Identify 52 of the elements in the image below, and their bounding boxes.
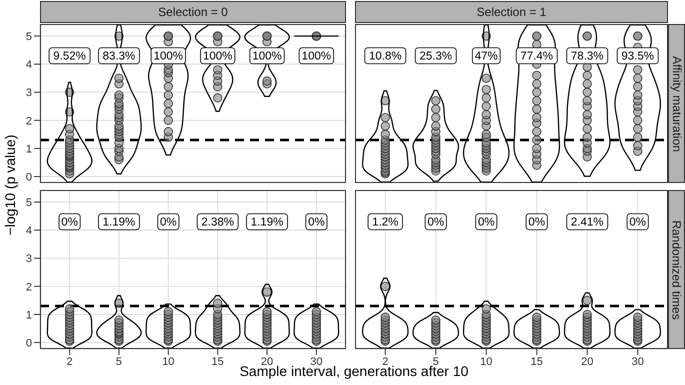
annotation: 47% [474, 50, 498, 63]
annotation: 100% [302, 50, 332, 63]
x-tick-label: 15 [212, 356, 224, 368]
y-tick-label: 4 [26, 59, 32, 72]
x-tick-label: 15 [530, 356, 543, 368]
annotation: 78.3% [570, 50, 604, 63]
annotation: 1.2% [372, 216, 398, 229]
annotation: 1.19% [102, 216, 136, 229]
annotation: 83.3% [102, 50, 136, 63]
x-tick-label: 30 [310, 356, 323, 368]
x-tick-label: 30 [632, 356, 644, 368]
annotation: 0% [629, 216, 646, 229]
y-axis-title: −log10 (p value) [2, 134, 18, 238]
annotation: 100% [252, 50, 282, 63]
chart-title: Selection = 1 [476, 5, 546, 19]
annotation: 9.52% [53, 50, 86, 63]
x-tick-label: 2 [66, 356, 73, 368]
y-tick-label: 0 [26, 337, 32, 350]
annotation: 1.19% [250, 216, 284, 229]
y-tick-label: 3 [26, 253, 32, 266]
annotation: 0% [160, 216, 177, 229]
annotation: 2.41% [570, 216, 604, 229]
x-tick-label: 10 [162, 356, 174, 368]
x-tick-label: 5 [116, 356, 122, 368]
annotation: 0% [308, 216, 325, 229]
annotation: 10.8% [368, 50, 402, 63]
y-tick-label: 4 [26, 225, 32, 238]
annotation: 0% [528, 216, 546, 229]
y-tick-label: 3 [26, 87, 32, 100]
annotation: 0% [478, 216, 495, 229]
x-tick-label: 20 [581, 356, 594, 368]
y-tick-label: 2 [26, 281, 32, 294]
annotation: 0% [427, 216, 444, 229]
x-tick-label: 20 [260, 356, 274, 368]
x-tick-label: 2 [382, 356, 388, 368]
y-tick-label: 0 [26, 171, 32, 184]
x-tick-label: 10 [480, 356, 492, 368]
annotation: 2.38% [201, 216, 234, 229]
annotation: 100% [154, 50, 184, 63]
y-tick-label: 5 [26, 196, 32, 209]
y-tick-label: 1 [26, 143, 32, 156]
text: Affinity maturation [670, 56, 684, 152]
chart-title: Selection = 0 [158, 5, 228, 19]
text: Randomized times [670, 220, 684, 320]
annotation: 25.3% [419, 50, 452, 63]
y-tick-label: 1 [26, 309, 32, 322]
annotation: 100% [202, 50, 232, 63]
y-tick-label: 5 [26, 30, 32, 43]
y-tick-label: 2 [26, 115, 32, 128]
annotation: 93.5% [621, 50, 654, 63]
x-tick-label: 5 [432, 356, 439, 368]
annotation: 0% [61, 216, 78, 229]
